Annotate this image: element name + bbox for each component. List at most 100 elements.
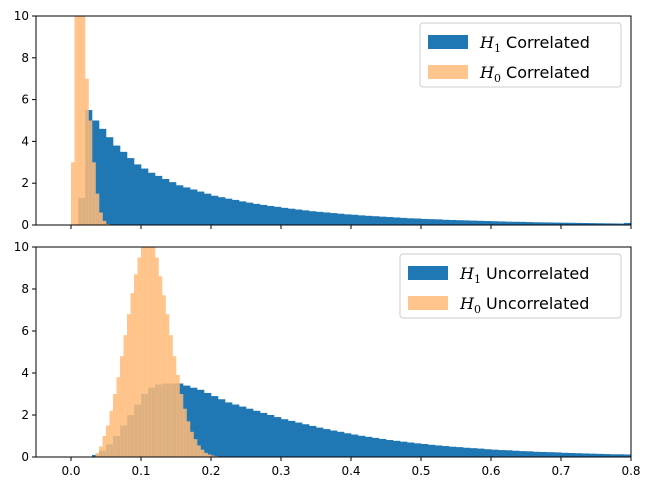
bar [239, 201, 247, 225]
bar [183, 187, 191, 225]
bar [582, 453, 590, 457]
bar [106, 137, 114, 225]
bar [172, 356, 177, 457]
bar [316, 427, 324, 457]
bar [344, 214, 352, 225]
y-tick-label: 10 [14, 240, 29, 254]
bar [120, 356, 124, 457]
bar [309, 425, 317, 457]
y-tick-label: 4 [21, 366, 29, 380]
bar [274, 417, 282, 457]
bar [463, 220, 471, 225]
bar [379, 216, 387, 225]
bar [358, 435, 366, 457]
bars-layer [92, 247, 631, 457]
bar [330, 430, 338, 457]
bar [323, 212, 331, 225]
bar [302, 424, 310, 457]
bar [99, 128, 107, 225]
y-tick-label: 0 [21, 450, 29, 464]
bar [144, 247, 149, 457]
bar [316, 211, 324, 225]
bar [246, 408, 254, 457]
legend-swatch [428, 65, 468, 79]
bar [365, 215, 373, 225]
bar [456, 220, 464, 225]
bar [582, 223, 590, 225]
bar [442, 219, 450, 225]
bar [218, 197, 226, 225]
bar [386, 439, 394, 457]
bar [127, 158, 135, 225]
bar [81, 16, 86, 225]
bar [102, 220, 107, 225]
bar [351, 214, 359, 225]
series-h0 [95, 247, 222, 457]
bar [435, 219, 443, 225]
bar [610, 454, 618, 457]
bar [435, 445, 443, 457]
bar [148, 247, 152, 457]
bar [204, 452, 208, 457]
y-tick-label: 10 [14, 9, 29, 23]
bar [239, 406, 247, 457]
bar [204, 392, 212, 457]
y-tick-label: 6 [21, 324, 29, 338]
bar [134, 164, 142, 225]
bar [393, 217, 401, 225]
bar [200, 449, 205, 457]
bar [123, 335, 128, 457]
bar [134, 274, 138, 457]
bar [106, 223, 110, 225]
bar [176, 185, 184, 225]
bar [351, 434, 359, 457]
bar [267, 205, 275, 225]
bar [456, 447, 464, 457]
bar [148, 172, 156, 225]
bar [603, 454, 611, 457]
top-panel-correlated: 0 2 4 6 8 10 H1 Correlated H0 Correlated [14, 9, 632, 232]
y-tick-label: 2 [21, 176, 29, 190]
bar [407, 218, 415, 225]
bar [393, 440, 401, 457]
bar [414, 443, 422, 457]
bar [162, 179, 170, 225]
bar [141, 168, 149, 225]
bar [190, 387, 198, 457]
bar [176, 375, 180, 457]
bar [211, 396, 219, 457]
y-tick-label: 8 [21, 282, 29, 296]
bar [92, 162, 96, 225]
bar [617, 454, 625, 457]
bar [491, 449, 499, 457]
bar [197, 389, 205, 457]
bar [526, 222, 534, 225]
bar [232, 199, 240, 225]
series-h0 [71, 16, 110, 225]
bar [197, 191, 205, 225]
bar [218, 399, 226, 457]
bar [106, 425, 110, 457]
bar [225, 402, 233, 457]
bar [512, 450, 520, 457]
bar [372, 216, 380, 225]
bar [130, 293, 135, 457]
legend-box [419, 22, 622, 88]
legend-label: H1 Correlated [479, 33, 590, 55]
bar [519, 451, 527, 457]
bar [113, 394, 117, 457]
y-tick-label: 8 [21, 51, 29, 65]
bar [155, 257, 159, 457]
bar [498, 450, 506, 457]
bar [78, 16, 82, 225]
bar [113, 145, 121, 225]
bar [624, 454, 631, 457]
y-tick-label: 0 [21, 218, 29, 232]
legend-swatch [408, 296, 448, 310]
bar [463, 447, 471, 457]
x-tick-label: 0.6 [481, 464, 500, 478]
bar [505, 450, 513, 457]
bar [281, 207, 289, 225]
bar [179, 394, 184, 457]
y-tick-label: 2 [21, 408, 29, 422]
